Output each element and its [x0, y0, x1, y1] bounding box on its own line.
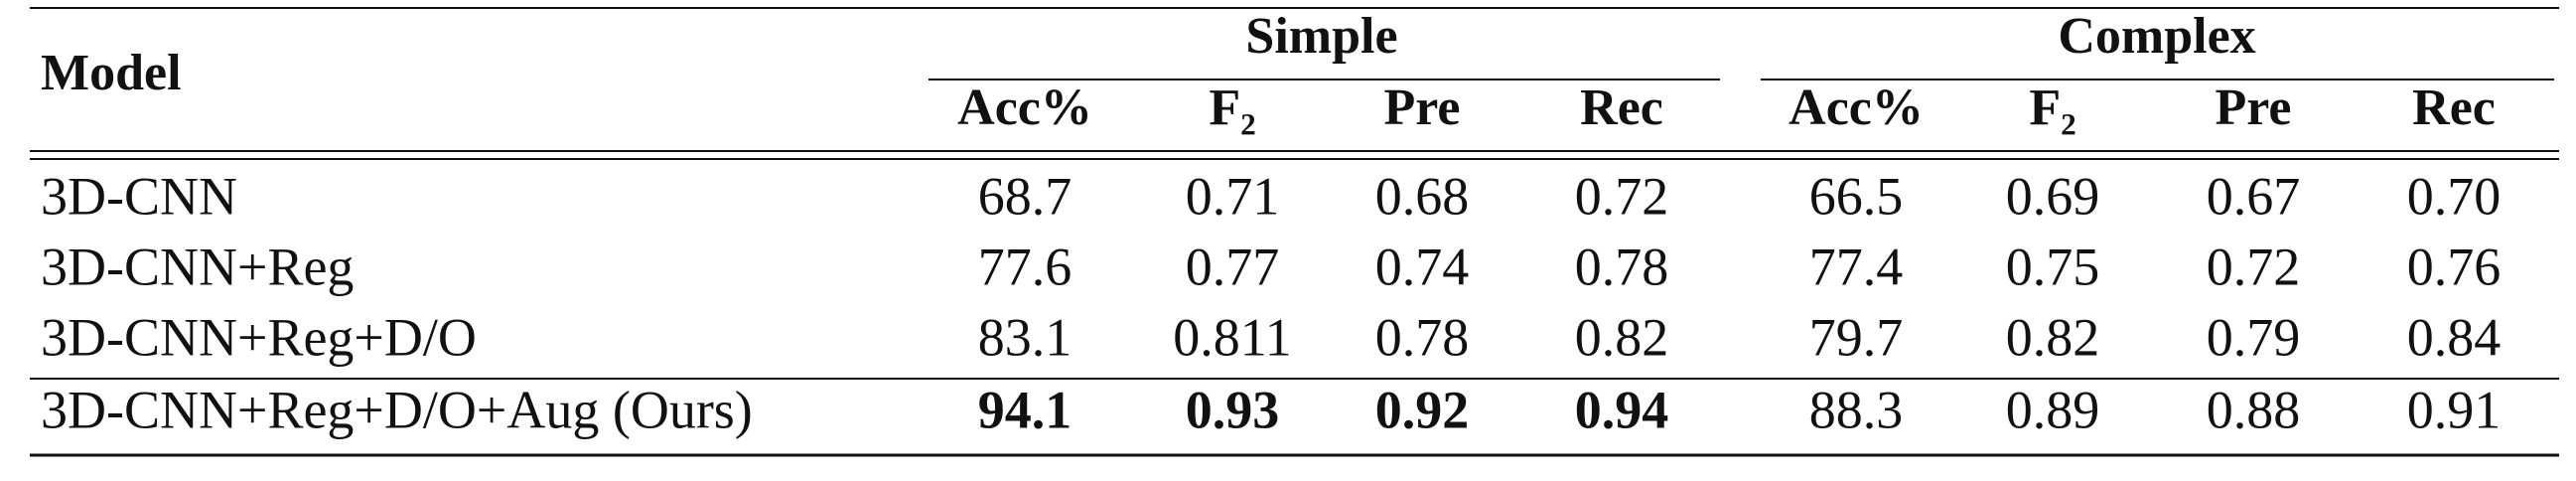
group-header: Complex: [2058, 8, 2255, 65]
model-name: 3D-CNN+Reg: [41, 237, 354, 296]
cell: 0.77: [1186, 237, 1280, 296]
column-header: Pre: [2216, 80, 2292, 136]
cell: 0.76: [2407, 237, 2502, 296]
cell: 0.92: [1375, 380, 1470, 439]
model-name: 3D-CNN+Reg+D/O+Aug (Ours): [41, 380, 753, 439]
cell: 77.6: [978, 237, 1073, 296]
model-header: Model: [41, 45, 182, 101]
cell: 0.89: [2006, 380, 2100, 439]
cell: 0.79: [2207, 307, 2301, 367]
cell: 0.78: [1375, 307, 1470, 367]
cell: 0.68: [1375, 166, 1470, 226]
cell: 88.3: [1809, 380, 1904, 439]
cell: 0.93: [1186, 380, 1280, 439]
cell: 0.74: [1375, 237, 1470, 296]
cell: 0.88: [2207, 380, 2301, 439]
cell: 0.811: [1173, 307, 1292, 367]
group-header: Simple: [1245, 8, 1397, 65]
cell: 0.71: [1186, 166, 1280, 226]
cell: 0.78: [1575, 237, 1669, 296]
cell: 0.69: [2006, 166, 2100, 226]
cell: 0.72: [1575, 166, 1669, 226]
cell: 0.91: [2407, 380, 2502, 439]
column-header: Acc%: [957, 80, 1092, 136]
column-header: F₂: [1209, 80, 1255, 136]
cell: 68.7: [978, 166, 1073, 226]
cell: 0.82: [1575, 307, 1669, 367]
cell: 0.82: [2006, 307, 2100, 367]
cell: 0.70: [2407, 166, 2502, 226]
model-name: 3D-CNN+Reg+D/O: [41, 307, 477, 367]
column-header: F₂: [2029, 80, 2075, 136]
cell: 79.7: [1809, 307, 1904, 367]
column-header: Rec: [1580, 80, 1663, 136]
cell: 0.67: [2207, 166, 2301, 226]
cell: 0.72: [2207, 237, 2301, 296]
model-name: 3D-CNN: [41, 166, 237, 226]
cell: 83.1: [978, 307, 1073, 367]
column-header: Pre: [1384, 80, 1461, 136]
cell: 77.4: [1809, 237, 1904, 296]
column-header: Acc%: [1789, 80, 1924, 136]
cell: 0.84: [2407, 307, 2502, 367]
cell: 94.1: [978, 380, 1073, 439]
cell: 66.5: [1809, 166, 1904, 226]
column-header: Rec: [2412, 80, 2496, 136]
cell: 0.94: [1575, 380, 1669, 439]
cell: 0.75: [2006, 237, 2100, 296]
